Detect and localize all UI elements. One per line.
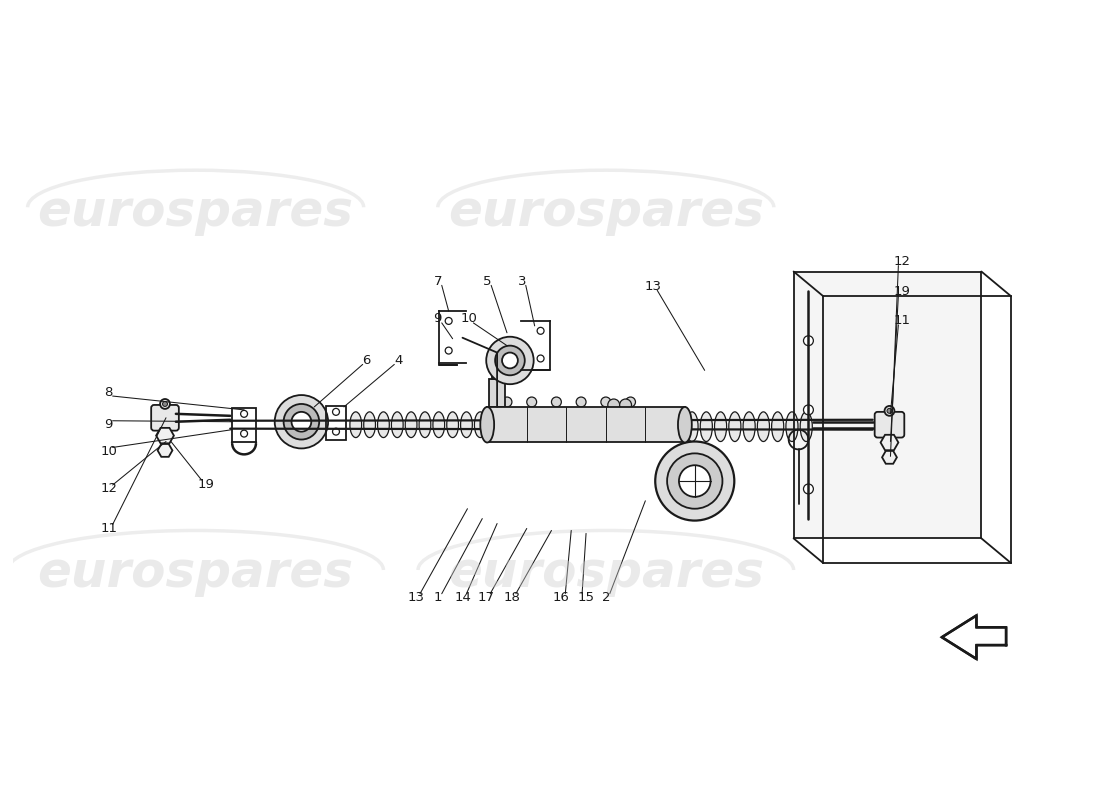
Ellipse shape — [433, 412, 444, 438]
Text: 19: 19 — [894, 285, 911, 298]
FancyBboxPatch shape — [151, 405, 179, 430]
Text: 11: 11 — [894, 314, 911, 327]
Text: 12: 12 — [100, 482, 118, 495]
Text: 1: 1 — [433, 591, 442, 604]
Circle shape — [551, 397, 561, 407]
Circle shape — [241, 410, 248, 418]
Bar — [232, 408, 256, 442]
Text: 10: 10 — [461, 313, 477, 326]
Text: 18: 18 — [504, 591, 520, 604]
Text: 14: 14 — [454, 591, 471, 604]
Text: 19: 19 — [197, 478, 215, 490]
Bar — [326, 406, 345, 439]
Text: 10: 10 — [100, 445, 117, 458]
Circle shape — [446, 318, 452, 324]
Ellipse shape — [461, 412, 472, 438]
Text: 8: 8 — [104, 386, 113, 398]
Circle shape — [275, 395, 328, 449]
Ellipse shape — [364, 412, 375, 438]
FancyBboxPatch shape — [874, 412, 904, 438]
Circle shape — [679, 466, 711, 497]
Text: eurospares: eurospares — [37, 188, 353, 236]
Text: 4: 4 — [394, 354, 403, 367]
Circle shape — [163, 402, 167, 406]
Polygon shape — [942, 615, 1007, 659]
Circle shape — [803, 336, 813, 346]
Polygon shape — [487, 407, 685, 442]
Circle shape — [486, 337, 534, 384]
Circle shape — [332, 428, 340, 435]
Text: 11: 11 — [100, 522, 118, 535]
Text: 9: 9 — [104, 418, 113, 431]
Ellipse shape — [757, 412, 770, 442]
Ellipse shape — [701, 412, 713, 442]
Text: 7: 7 — [433, 275, 442, 288]
Circle shape — [601, 397, 610, 407]
Bar — [490, 379, 505, 407]
Circle shape — [332, 409, 340, 415]
Text: 9: 9 — [433, 313, 442, 326]
Text: eurospares: eurospares — [448, 549, 763, 597]
Circle shape — [576, 397, 586, 407]
Text: 6: 6 — [362, 354, 371, 367]
Ellipse shape — [474, 412, 486, 438]
Ellipse shape — [392, 412, 404, 438]
Circle shape — [640, 422, 650, 433]
Circle shape — [626, 397, 636, 407]
Circle shape — [502, 353, 518, 368]
Text: 13: 13 — [645, 280, 662, 293]
Circle shape — [537, 355, 544, 362]
Circle shape — [527, 397, 537, 407]
Circle shape — [650, 418, 660, 428]
Ellipse shape — [800, 412, 812, 442]
Text: 13: 13 — [408, 591, 425, 604]
Ellipse shape — [419, 412, 431, 438]
Circle shape — [495, 346, 525, 375]
Circle shape — [656, 442, 735, 521]
Ellipse shape — [729, 412, 741, 442]
Circle shape — [161, 399, 169, 409]
Ellipse shape — [377, 412, 389, 438]
Circle shape — [667, 454, 723, 509]
Circle shape — [537, 327, 544, 334]
Ellipse shape — [678, 407, 692, 442]
Circle shape — [446, 347, 452, 354]
Text: 5: 5 — [483, 275, 492, 288]
Ellipse shape — [350, 412, 362, 438]
Ellipse shape — [481, 407, 494, 442]
Circle shape — [284, 404, 319, 439]
Text: eurospares: eurospares — [448, 188, 763, 236]
Polygon shape — [793, 271, 981, 538]
Circle shape — [608, 399, 619, 411]
Circle shape — [292, 412, 311, 432]
Text: 17: 17 — [477, 591, 495, 604]
Text: 16: 16 — [553, 591, 570, 604]
Ellipse shape — [447, 412, 459, 438]
Circle shape — [630, 415, 640, 425]
Ellipse shape — [715, 412, 727, 442]
Circle shape — [803, 484, 813, 494]
Ellipse shape — [785, 412, 798, 442]
Text: 2: 2 — [602, 591, 610, 604]
Text: 12: 12 — [894, 255, 911, 268]
Ellipse shape — [405, 412, 417, 438]
Text: 3: 3 — [518, 275, 526, 288]
Circle shape — [887, 409, 892, 414]
Ellipse shape — [744, 412, 756, 442]
Circle shape — [803, 405, 813, 415]
Circle shape — [241, 430, 248, 437]
Text: 15: 15 — [578, 591, 595, 604]
Ellipse shape — [771, 412, 784, 442]
Ellipse shape — [686, 412, 698, 442]
Circle shape — [502, 397, 512, 407]
Text: eurospares: eurospares — [37, 549, 353, 597]
Circle shape — [884, 406, 894, 416]
Bar — [492, 370, 502, 379]
Circle shape — [619, 399, 631, 411]
